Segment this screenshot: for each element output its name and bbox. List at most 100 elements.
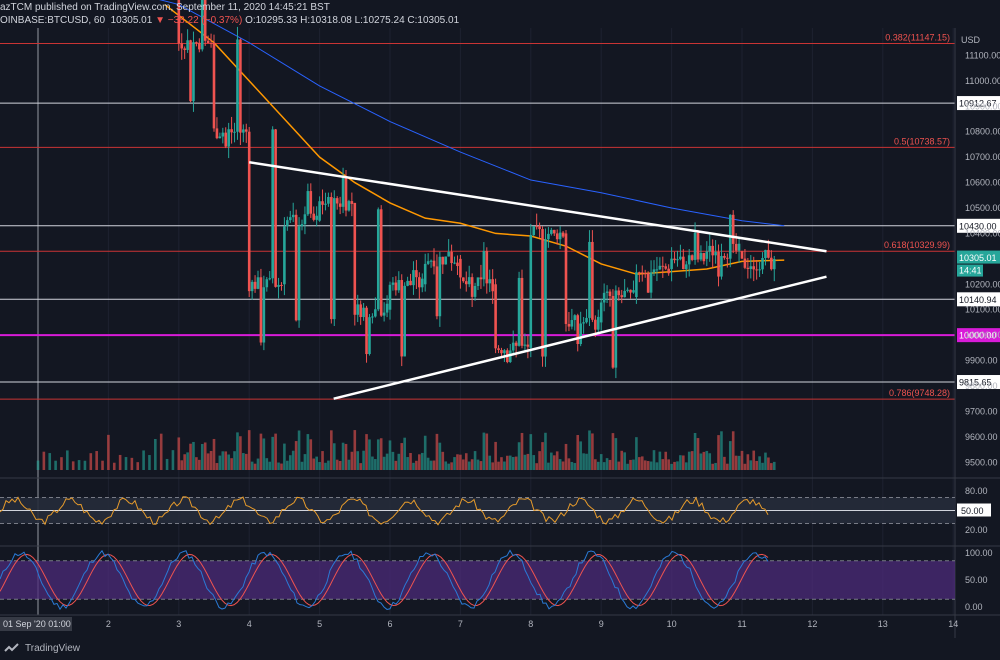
volume-bar bbox=[494, 441, 497, 470]
volume-bar bbox=[388, 440, 392, 470]
volume-bar bbox=[728, 441, 732, 470]
volume-bar bbox=[303, 454, 307, 470]
volume-bar bbox=[212, 438, 216, 470]
volume-bar bbox=[256, 458, 260, 470]
volume-bar bbox=[676, 461, 679, 470]
volume-bar bbox=[253, 463, 257, 470]
volume-bar bbox=[280, 463, 283, 470]
volume-bar bbox=[218, 455, 222, 470]
volume-bar bbox=[368, 439, 371, 470]
candle-body bbox=[564, 233, 568, 324]
volume-bar bbox=[318, 462, 321, 470]
candle-body bbox=[438, 256, 442, 317]
volume-bar bbox=[183, 454, 186, 470]
candle-body bbox=[230, 129, 233, 133]
candle-body bbox=[620, 295, 624, 298]
volume-bar bbox=[702, 451, 706, 470]
candle-body bbox=[409, 280, 412, 286]
volume-bar bbox=[535, 463, 538, 470]
candle-body bbox=[406, 280, 409, 286]
candle-body bbox=[312, 213, 316, 220]
volume-bar bbox=[356, 451, 360, 470]
volume-bar bbox=[198, 459, 201, 470]
volume-bar bbox=[403, 437, 406, 470]
candle-body bbox=[256, 277, 260, 289]
candle-body bbox=[418, 277, 421, 288]
volume-bar bbox=[71, 461, 75, 470]
volume-bar bbox=[629, 459, 632, 470]
candle-body bbox=[749, 266, 753, 269]
candle-body bbox=[714, 251, 717, 256]
candle-body bbox=[412, 270, 415, 286]
candle-body bbox=[655, 269, 659, 271]
volume-bar bbox=[297, 430, 301, 470]
candle-body bbox=[247, 131, 251, 292]
candle-body bbox=[183, 48, 186, 50]
volume-bar bbox=[737, 455, 741, 470]
candle-body bbox=[731, 214, 735, 244]
candle-body bbox=[291, 214, 295, 218]
volume-bar bbox=[476, 459, 480, 470]
volume-bar bbox=[353, 430, 357, 470]
candle-body bbox=[673, 258, 676, 261]
candle-body bbox=[737, 243, 741, 251]
candle-body bbox=[561, 232, 565, 237]
volume-bar bbox=[347, 459, 351, 470]
time-axis-tick: 9 bbox=[599, 619, 604, 629]
volume-bar bbox=[479, 461, 483, 470]
volume-bar bbox=[206, 453, 210, 470]
candle-body bbox=[218, 136, 222, 139]
volume-bar bbox=[277, 462, 280, 470]
volume-bar bbox=[350, 451, 354, 470]
candle-body bbox=[280, 284, 283, 286]
candle-body bbox=[338, 203, 342, 207]
level-price-label: 9815.65 bbox=[959, 378, 992, 388]
volume-bar bbox=[432, 460, 436, 470]
countdown-label: 14:41 bbox=[959, 266, 982, 276]
volume-bar bbox=[291, 450, 295, 470]
volume-bar bbox=[274, 433, 277, 470]
volume-bar bbox=[66, 450, 69, 470]
candle-body bbox=[767, 249, 770, 258]
volume-bar bbox=[743, 463, 747, 470]
candle-body bbox=[239, 39, 242, 133]
symbol[interactable]: OINBASE:BTCUSD, 60 bbox=[0, 15, 106, 26]
last-price-label: 10305.01 bbox=[959, 253, 997, 263]
volume-bar bbox=[112, 462, 116, 470]
candle-body bbox=[541, 229, 544, 357]
candle-body bbox=[429, 260, 433, 262]
candle-body bbox=[467, 277, 471, 285]
volume-bar bbox=[464, 453, 468, 470]
volume-bar bbox=[406, 457, 409, 470]
volume-bar bbox=[462, 459, 465, 470]
volume-bar bbox=[344, 443, 348, 470]
candle-body bbox=[209, 43, 213, 45]
volume-bar bbox=[482, 432, 486, 470]
candle-body bbox=[693, 232, 697, 260]
volume-bar bbox=[588, 430, 591, 470]
tradingview-logo[interactable]: TradingView bbox=[4, 642, 80, 654]
volume-bar bbox=[262, 438, 266, 470]
candle-body bbox=[362, 307, 365, 318]
candle-body bbox=[500, 349, 503, 354]
candle-body bbox=[552, 229, 556, 234]
volume-bar bbox=[394, 460, 398, 470]
volume-bar bbox=[594, 459, 597, 470]
candle-body bbox=[717, 251, 720, 277]
candle-body bbox=[403, 285, 406, 357]
fib-label: 0.5(10738.57) bbox=[894, 136, 950, 146]
volume-bar bbox=[371, 456, 374, 470]
volume-bar bbox=[550, 452, 553, 470]
volume-bar bbox=[244, 453, 248, 470]
volume-bar bbox=[526, 453, 530, 470]
volume-bar bbox=[500, 457, 503, 470]
volume-bar bbox=[209, 450, 213, 470]
candle-body bbox=[482, 251, 486, 280]
candle-body bbox=[761, 257, 764, 270]
volume-bar bbox=[717, 435, 720, 470]
volume-bar bbox=[602, 462, 606, 470]
candle-body bbox=[376, 209, 380, 310]
candle-body bbox=[567, 323, 571, 327]
candle-body bbox=[626, 289, 629, 291]
